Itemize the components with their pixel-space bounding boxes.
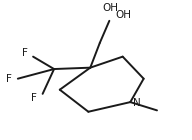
Text: OH: OH	[102, 3, 118, 13]
Text: OH: OH	[115, 10, 131, 20]
Text: N: N	[133, 98, 141, 108]
Text: F: F	[31, 93, 37, 103]
Text: F: F	[6, 74, 12, 84]
Text: F: F	[22, 47, 27, 58]
